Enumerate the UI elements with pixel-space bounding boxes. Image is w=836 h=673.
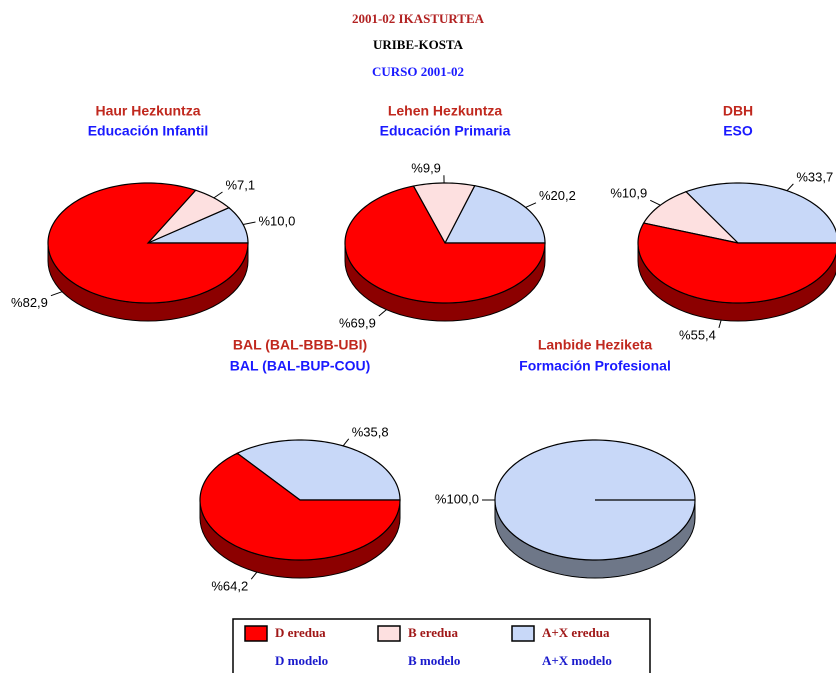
data-label: %10,9 (610, 186, 647, 201)
legend-swatch (244, 625, 268, 642)
slice (494, 439, 696, 561)
data-label: %55,4 (679, 327, 716, 342)
slice (47, 182, 249, 304)
pie-title: Lehen Hezkuntza (388, 103, 503, 119)
leader-line (378, 309, 387, 317)
main-title: CURSO 2001-02 (372, 64, 464, 79)
legend-box (232, 618, 651, 673)
legend-label: D eredua (275, 625, 326, 640)
data-label: %33,7 (796, 169, 833, 184)
data-label: %64,2 (211, 579, 248, 594)
data-label: %35,8 (352, 424, 389, 439)
legend-label: D modelo (275, 653, 328, 668)
pie-subtitle: Educación Primaria (380, 123, 511, 139)
slice (147, 207, 249, 244)
slice (444, 185, 546, 244)
pie-title: Lanbide Heziketa (538, 337, 653, 353)
data-label: %100,0 (435, 491, 479, 506)
leader-line (718, 320, 722, 328)
leader-line (243, 221, 256, 225)
data-label: %82,9 (11, 295, 48, 310)
slice (344, 185, 546, 304)
leader-line (342, 438, 350, 447)
leader-line (525, 202, 537, 208)
pie-subtitle: BAL (BAL-BUP-COU) (230, 358, 371, 374)
main-title: URIBE-KOSTA (373, 37, 464, 52)
leader-line (50, 291, 63, 297)
legend-swatch (377, 625, 401, 642)
leader-line (650, 199, 661, 206)
pie-title: DBH (723, 103, 753, 119)
slice (642, 191, 740, 245)
leader-line (213, 191, 223, 199)
leader-line (250, 571, 258, 580)
main-title: 2001-02 IKASTURTEA (352, 11, 485, 26)
legend-label: B modelo (408, 653, 460, 668)
legend-label: A+X modelo (542, 653, 612, 668)
slice (637, 222, 836, 304)
pie-title: BAL (BAL-BBB-UBI) (233, 337, 367, 353)
data-label: %7,1 (225, 177, 255, 192)
pie-subtitle: ESO (723, 123, 753, 139)
data-label: %10,0 (258, 213, 295, 228)
data-label: %20,2 (539, 188, 576, 203)
slice (147, 189, 231, 244)
leader-line (786, 183, 794, 192)
slice (199, 452, 401, 561)
pie-subtitle: Educación Infantil (88, 123, 209, 139)
pie-subtitle: Formación Profesional (519, 358, 671, 374)
pie-title: Haur Hezkuntza (95, 103, 200, 119)
slice (412, 182, 476, 245)
data-label: %9,9 (411, 161, 441, 176)
legend-label: B eredua (408, 625, 458, 640)
legend-swatch (511, 625, 535, 642)
legend-label: A+X eredua (542, 625, 610, 640)
data-label: %69,9 (339, 315, 376, 330)
